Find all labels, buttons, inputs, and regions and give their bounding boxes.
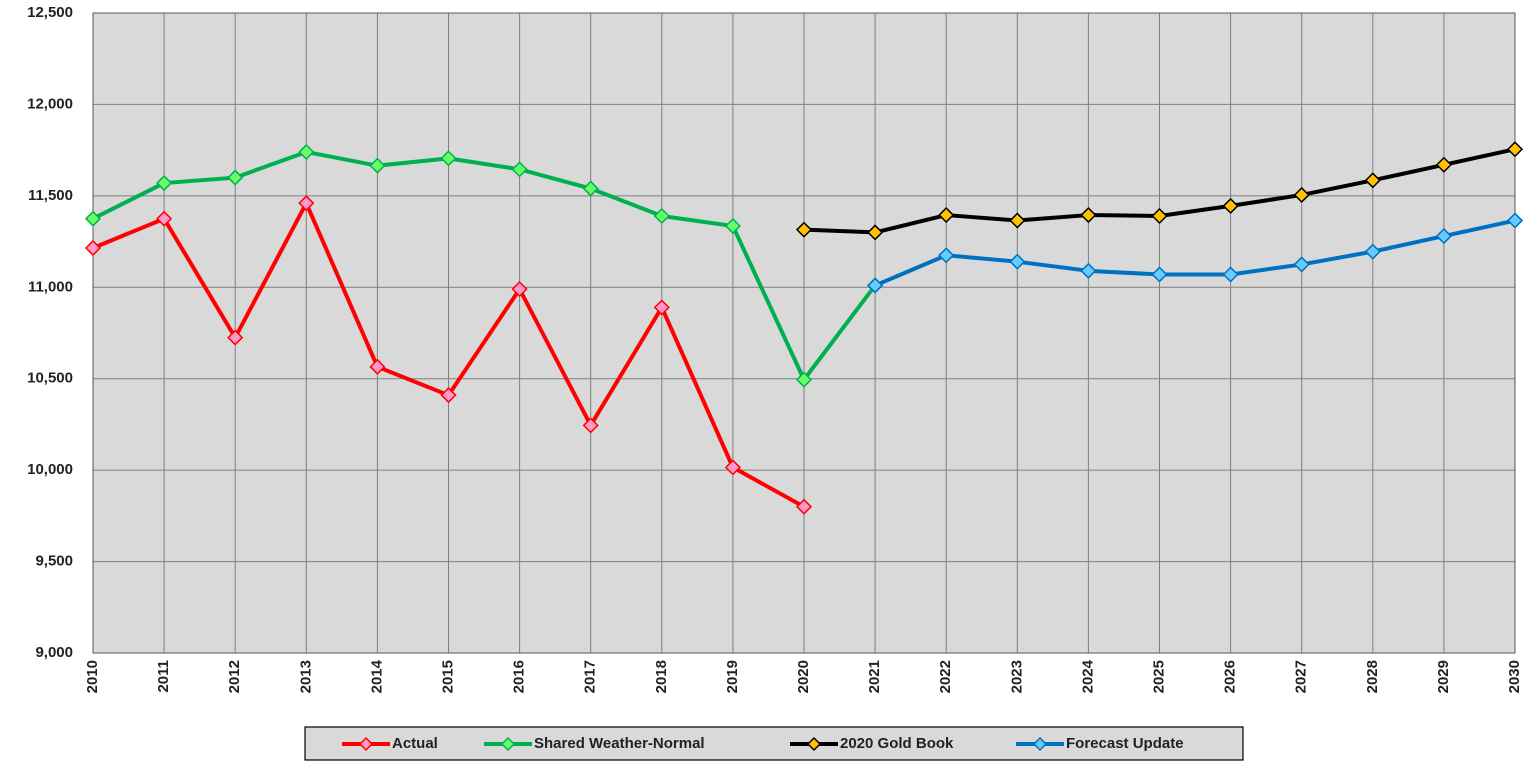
x-tick-label: 2022 xyxy=(937,660,954,693)
marker xyxy=(867,277,884,294)
marker xyxy=(84,210,102,227)
x-tick-label: 2013 xyxy=(297,660,314,693)
marker xyxy=(938,206,955,224)
x-tick-label: 2015 xyxy=(439,660,456,693)
marker xyxy=(440,150,457,167)
marker xyxy=(582,180,599,197)
x-tick-label: 2011 xyxy=(155,660,172,693)
marker xyxy=(1080,206,1097,224)
marker xyxy=(511,161,528,178)
marker xyxy=(1293,256,1310,273)
marker xyxy=(369,157,386,174)
y-tick-label: 9,500 xyxy=(35,553,73,570)
x-tick-label: 2029 xyxy=(1435,660,1452,693)
marker xyxy=(1222,197,1239,214)
legend-box xyxy=(304,726,1244,761)
x-tick-label: 2021 xyxy=(866,660,883,693)
marker xyxy=(298,195,315,212)
legend-marker xyxy=(500,736,516,752)
x-tick-label: 2019 xyxy=(724,660,741,693)
x-tick-label: 2023 xyxy=(1008,660,1025,693)
marker xyxy=(369,358,386,375)
y-tick-label: 12,500 xyxy=(27,4,73,21)
marker xyxy=(1080,262,1097,279)
y-tick-label: 12,000 xyxy=(27,95,73,112)
x-tick-label: 2025 xyxy=(1150,660,1167,693)
legend-marker xyxy=(1032,736,1048,752)
marker xyxy=(938,247,955,264)
marker xyxy=(298,143,315,161)
legend: Actual Shared Weather-Normal 2020 Gold Boo… xyxy=(304,726,1244,761)
marker xyxy=(1009,212,1026,229)
marker xyxy=(156,174,173,192)
series-line xyxy=(874,218,1516,288)
marker xyxy=(1435,228,1452,245)
legend-marker xyxy=(806,736,822,752)
marker xyxy=(84,239,102,257)
y-tick-label: 9,000 xyxy=(35,644,73,661)
y-tick-label: 11,500 xyxy=(28,187,73,204)
marker xyxy=(156,210,173,227)
marker xyxy=(440,387,457,404)
legend-label: Actual xyxy=(392,735,438,752)
marker xyxy=(511,281,528,298)
legend-marker xyxy=(358,736,374,752)
marker xyxy=(1506,212,1524,229)
legend-label: 2020 Gold Book xyxy=(840,735,954,752)
x-tick-label: 2010 xyxy=(84,660,101,693)
marker xyxy=(653,207,670,225)
y-tick-label: 10,000 xyxy=(27,461,73,478)
x-tick-label: 2012 xyxy=(226,660,243,693)
y-tick-label: 11,000 xyxy=(28,278,73,295)
marker xyxy=(1364,243,1381,260)
x-tick-label: 2020 xyxy=(795,660,812,693)
marker xyxy=(653,299,670,316)
x-tick-label: 2026 xyxy=(1222,660,1239,693)
marker xyxy=(227,329,244,346)
marker xyxy=(795,498,813,515)
marker xyxy=(724,217,741,235)
marker xyxy=(724,459,741,476)
marker xyxy=(1009,253,1026,270)
x-tick-label: 2027 xyxy=(1293,660,1310,693)
x-tick-label: 2017 xyxy=(582,660,599,693)
x-tick-label: 2016 xyxy=(511,660,528,693)
marker xyxy=(1293,186,1310,204)
x-tick-label: 2028 xyxy=(1364,660,1381,693)
marker xyxy=(1151,266,1168,283)
marker xyxy=(1222,266,1239,283)
legend-label: Shared Weather-Normal xyxy=(534,735,705,752)
marker xyxy=(582,417,599,434)
marker xyxy=(1435,156,1452,173)
legend-label: Forecast Update xyxy=(1066,735,1184,752)
marker xyxy=(795,221,813,238)
marker xyxy=(867,224,884,241)
y-tick-label: 10,500 xyxy=(27,370,73,387)
marker xyxy=(1506,141,1524,158)
marker xyxy=(1151,207,1168,225)
marker xyxy=(795,371,813,388)
x-tick-label: 2024 xyxy=(1079,659,1096,693)
series-line xyxy=(92,149,877,382)
marker xyxy=(227,169,244,186)
x-tick-label: 2014 xyxy=(368,659,385,693)
marker xyxy=(1364,172,1381,189)
plot-border xyxy=(92,12,1516,654)
x-tick-label: 2018 xyxy=(653,660,670,693)
x-tick-label: 2030 xyxy=(1506,660,1523,693)
